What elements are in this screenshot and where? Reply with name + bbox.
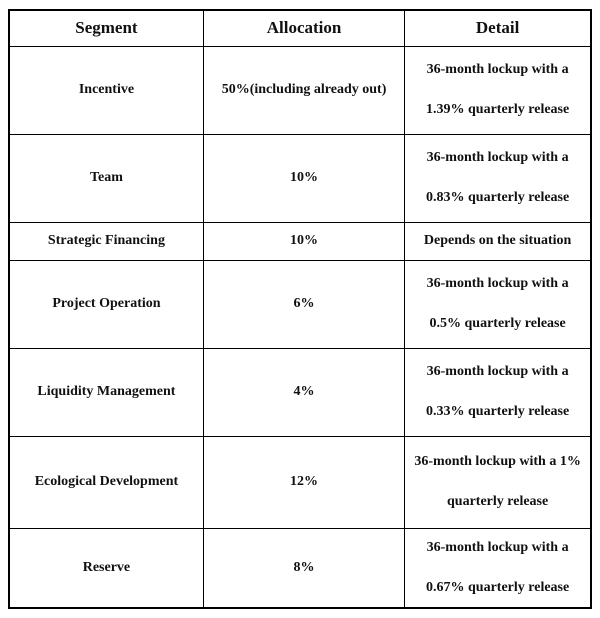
table-row-incentive: Incentive 50%(including already out) 36-… <box>8 45 592 135</box>
detail-cell: 36-month lockup with a 1.39% quarterly r… <box>404 45 592 135</box>
detail-cell: Depends on the situation <box>404 221 592 261</box>
table-row-team: Team 10% 36-month lockup with a 0.83% qu… <box>8 133 592 223</box>
header-detail: Detail <box>404 9 592 47</box>
header-segment: Segment <box>8 9 204 47</box>
detail-line-1: 36-month lockup with a <box>426 149 569 165</box>
allocation-cell: 4% <box>202 347 406 437</box>
detail-line-1: 36-month lockup with a 1% <box>414 453 581 469</box>
allocation-cell: 10% <box>202 133 406 223</box>
header-allocation: Allocation <box>202 9 406 47</box>
allocation-cell: 6% <box>202 259 406 349</box>
detail-line-2: 0.67% quarterly release <box>426 579 570 595</box>
detail-cell: 36-month lockup with a 0.67% quarterly r… <box>404 527 592 609</box>
detail-cell: 36-month lockup with a 0.5% quarterly re… <box>404 259 592 349</box>
segment-cell: Strategic Financing <box>8 221 204 261</box>
detail-line-2: 0.5% quarterly release <box>429 316 566 331</box>
segment-cell: Project Operation <box>8 259 204 349</box>
detail-line-2: 1.39% quarterly release <box>426 102 570 117</box>
detail-cell: 36-month lockup with a 0.33% quarterly r… <box>404 347 592 437</box>
table-row-reserve: Reserve 8% 36-month lockup with a 0.67% … <box>8 527 592 609</box>
allocation-cell: 50%(including already out) <box>202 45 406 135</box>
detail-line-2: 0.33% quarterly release <box>426 404 570 419</box>
allocation-cell: 8% <box>202 527 406 609</box>
segment-cell: Liquidity Management <box>8 347 204 437</box>
detail-line-1: Depends on the situation <box>423 232 572 248</box>
detail-line-2: 0.83% quarterly release <box>426 190 570 205</box>
segment-cell: Ecological Development <box>8 435 204 529</box>
detail-line-1: 36-month lockup with a <box>426 275 569 291</box>
detail-line-1: 36-month lockup with a <box>426 61 569 77</box>
table-row-ecological-development: Ecological Development 12% 36-month lock… <box>8 435 592 529</box>
token-allocation-table: Segment Allocation Detail Incentive 50%(… <box>8 9 592 609</box>
table-row-liquidity-management: Liquidity Management 4% 36-month lockup … <box>8 347 592 437</box>
table-header-row: Segment Allocation Detail <box>8 9 592 47</box>
table-row-project-operation: Project Operation 6% 36-month lockup wit… <box>8 259 592 349</box>
segment-cell: Team <box>8 133 204 223</box>
detail-cell: 36-month lockup with a 0.83% quarterly r… <box>404 133 592 223</box>
allocation-cell: 12% <box>202 435 406 529</box>
detail-line-2: quarterly release <box>447 494 549 509</box>
detail-line-1: 36-month lockup with a <box>426 539 569 555</box>
segment-cell: Reserve <box>8 527 204 609</box>
segment-cell: Incentive <box>8 45 204 135</box>
table-row-strategic-financing: Strategic Financing 10% Depends on the s… <box>8 221 592 261</box>
detail-line-1: 36-month lockup with a <box>426 363 569 379</box>
detail-cell: 36-month lockup with a 1% quarterly rele… <box>404 435 592 529</box>
allocation-cell: 10% <box>202 221 406 261</box>
